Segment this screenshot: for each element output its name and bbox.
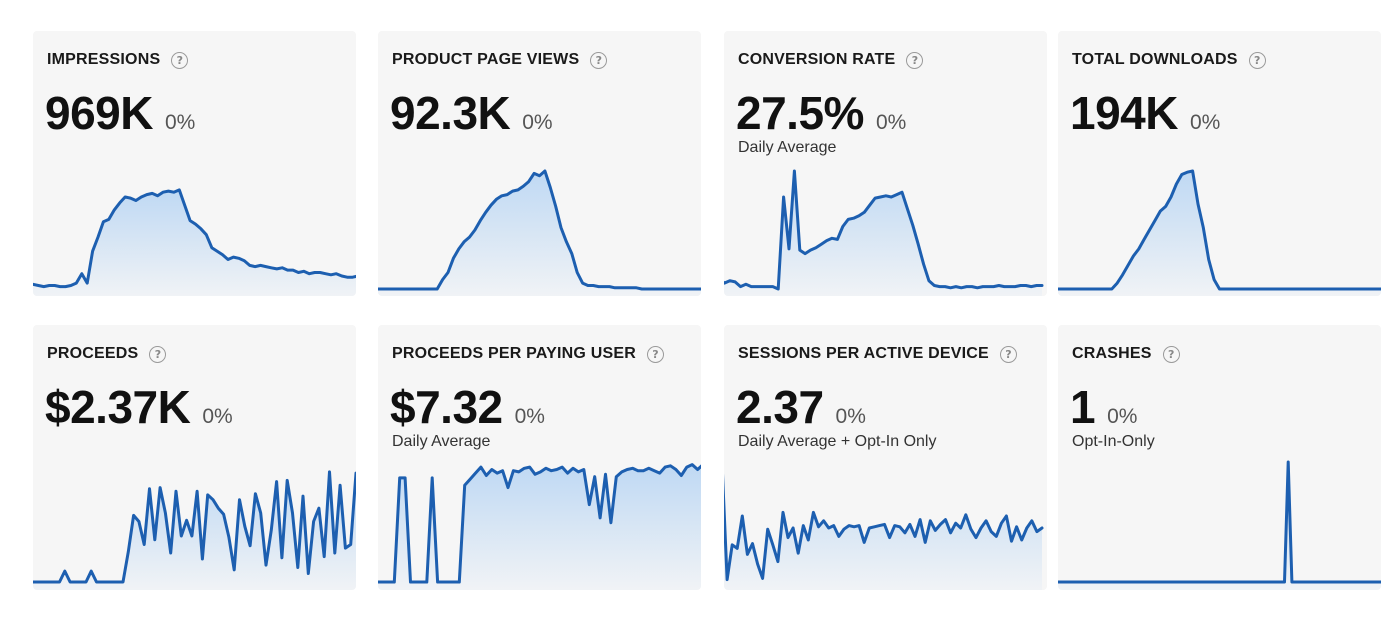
card-title: PROCEEDS PER PAYING USER	[392, 345, 636, 362]
card-header: PRODUCT PAGE VIEWS ?	[392, 51, 608, 69]
metric-value: 194K	[1070, 87, 1178, 139]
metric-card-sessions-per-active-device[interactable]: SESSIONS PER ACTIVE DEVICE ? 2.37 0% Dai…	[724, 325, 1047, 590]
sparkline-chart	[33, 470, 356, 590]
metric-card-proceeds[interactable]: PROCEEDS ? $2.37K 0%	[33, 325, 356, 590]
metric-value: $2.37K	[45, 381, 191, 433]
help-icon[interactable]: ?	[999, 345, 1017, 363]
help-icon[interactable]: ?	[149, 345, 167, 363]
card-title: TOTAL DOWNLOADS	[1072, 51, 1238, 68]
metric-card-conversion-rate[interactable]: CONVERSION RATE ? 27.5% 0% Daily Average	[724, 31, 1047, 296]
sparkline-line	[1058, 169, 1381, 291]
value-row: 92.3K 0%	[390, 86, 553, 140]
sparkline-line	[33, 470, 356, 584]
metric-card-impressions[interactable]: IMPRESSIONS ? 969K 0%	[33, 31, 356, 296]
value-row: $2.37K 0%	[45, 380, 233, 434]
metric-card-product-page-views[interactable]: PRODUCT PAGE VIEWS ? 92.3K 0%	[378, 31, 701, 296]
card-header: PROCEEDS PER PAYING USER ?	[392, 345, 664, 363]
sparkline-area	[724, 171, 1042, 296]
card-header: CRASHES ?	[1072, 345, 1180, 363]
card-title: PROCEEDS	[47, 345, 139, 362]
metric-value: 92.3K	[390, 87, 511, 139]
value-row: 194K 0%	[1070, 86, 1220, 140]
help-icon[interactable]: ?	[590, 51, 608, 69]
metric-change: 0%	[1107, 405, 1138, 428]
sparkline-chart	[1058, 169, 1381, 296]
sparkline-line	[1058, 460, 1381, 584]
metric-subtitle: Daily Average + Opt-In Only	[738, 433, 937, 450]
metric-subtitle: Daily Average	[738, 139, 837, 156]
help-icon[interactable]: ?	[171, 51, 189, 69]
card-header: TOTAL DOWNLOADS ?	[1072, 51, 1266, 69]
sparkline-line	[724, 473, 1044, 582]
sparkline-line	[378, 169, 701, 291]
help-icon[interactable]: ?	[1248, 51, 1266, 69]
metric-value: 1	[1070, 381, 1096, 433]
sparkline-line	[724, 169, 1044, 291]
sparkline-chart	[1058, 460, 1381, 590]
value-row: $7.32 0%	[390, 380, 545, 434]
metric-subtitle: Daily Average	[392, 433, 491, 450]
metric-value: 969K	[45, 87, 153, 139]
metric-card-proceeds-per-paying-user[interactable]: PROCEEDS PER PAYING USER ? $7.32 0% Dail…	[378, 325, 701, 590]
sparkline-line	[378, 463, 701, 584]
metric-card-total-downloads[interactable]: TOTAL DOWNLOADS ? 194K 0%	[1058, 31, 1381, 296]
metric-change: 0%	[514, 405, 545, 428]
help-icon[interactable]: ?	[906, 51, 924, 69]
card-title: CONVERSION RATE	[738, 51, 896, 68]
sparkline-line	[33, 188, 356, 289]
sparkline-chart	[378, 169, 701, 296]
value-row: 1 0%	[1070, 380, 1137, 434]
sparkline-area	[1058, 462, 1381, 590]
card-title: SESSIONS PER ACTIVE DEVICE	[738, 345, 989, 362]
sparkline-area	[1058, 171, 1381, 296]
metric-value: 27.5%	[736, 87, 864, 139]
metric-subtitle: Opt-In-Only	[1072, 433, 1155, 450]
value-row: 27.5% 0%	[736, 86, 906, 140]
sparkline-area	[378, 464, 701, 590]
card-title: IMPRESSIONS	[47, 51, 161, 68]
sparkline-chart	[724, 473, 1044, 590]
card-header: SESSIONS PER ACTIVE DEVICE ?	[738, 345, 1017, 363]
metric-change: 0%	[202, 405, 233, 428]
card-title: CRASHES	[1072, 345, 1152, 362]
help-icon[interactable]: ?	[646, 345, 664, 363]
metric-change: 0%	[875, 111, 907, 134]
value-row: 969K 0%	[45, 86, 195, 140]
sparkline-chart	[378, 463, 701, 590]
sparkline-chart	[33, 188, 356, 296]
sparkline-area	[33, 189, 356, 296]
sparkline-chart	[724, 169, 1044, 296]
metric-change: 0%	[835, 405, 866, 428]
metric-change: 0%	[164, 111, 196, 134]
metric-card-crashes[interactable]: CRASHES ? 1 0% Opt-In-Only	[1058, 325, 1381, 590]
help-icon[interactable]: ?	[1162, 345, 1180, 363]
value-row: 2.37 0%	[736, 380, 866, 434]
card-title: PRODUCT PAGE VIEWS	[392, 51, 580, 68]
metric-value: 2.37	[736, 381, 824, 433]
sparkline-area	[378, 171, 701, 296]
card-header: PROCEEDS ?	[47, 345, 167, 363]
metric-value: $7.32	[390, 381, 503, 433]
card-header: CONVERSION RATE ?	[738, 51, 924, 69]
card-header: IMPRESSIONS ?	[47, 51, 189, 69]
metric-change: 0%	[1189, 111, 1221, 134]
metric-change: 0%	[522, 111, 553, 134]
